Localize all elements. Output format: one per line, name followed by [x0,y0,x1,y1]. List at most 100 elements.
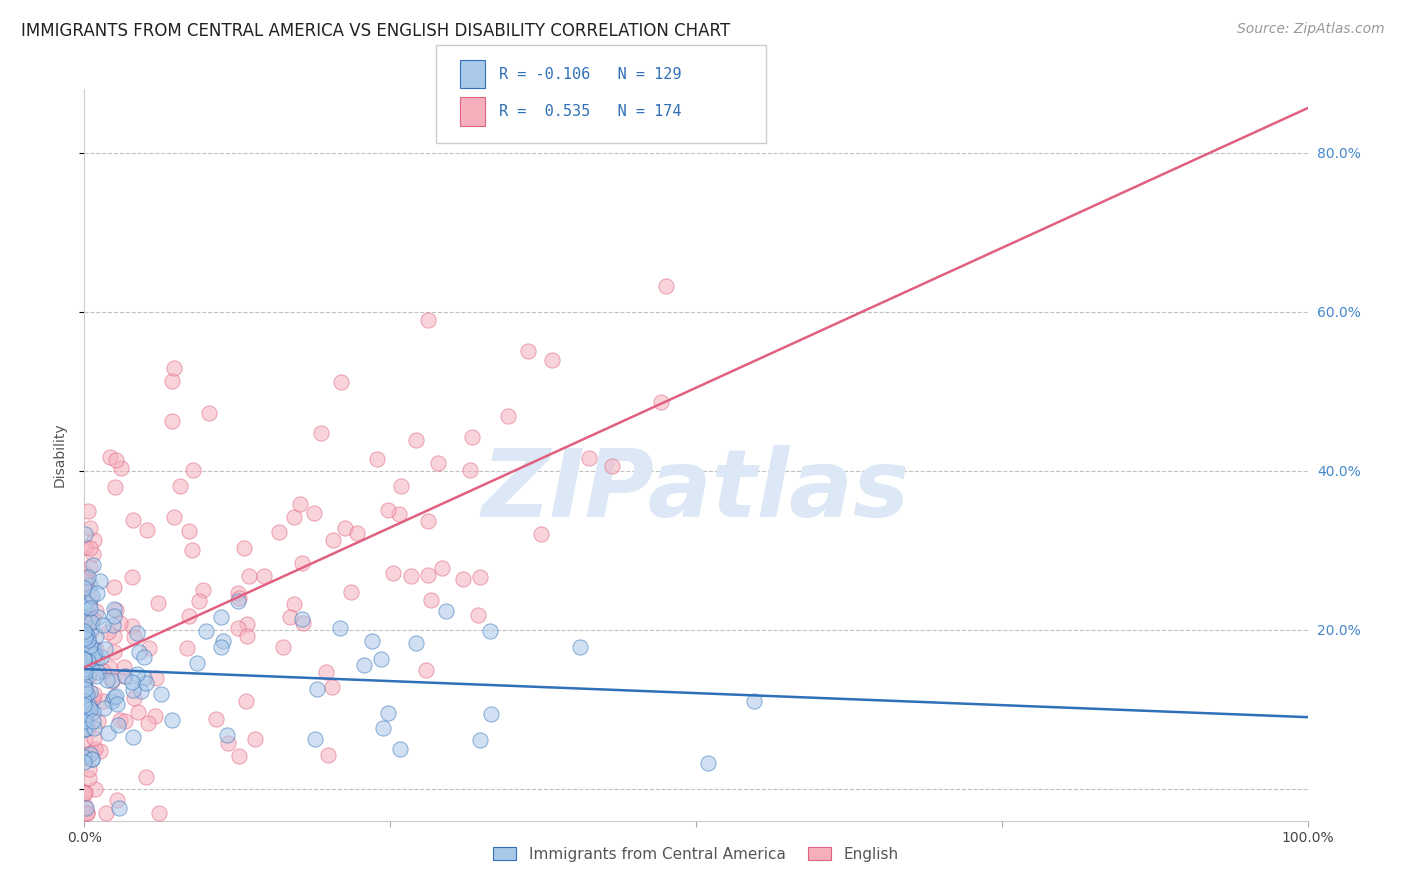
Point [470,569,492,583]
Point [75,801,97,815]
Point [73,698,96,713]
Point [90,650,112,665]
Point [226,594,249,608]
Point [103,617,125,632]
Point [73,647,96,661]
Point [163,361,186,376]
Point [187,594,209,608]
Point [83,648,105,663]
Point [124,691,146,706]
Point [80,652,103,666]
Point [467,608,489,623]
Point [91,665,114,679]
Point [125,626,148,640]
Point [209,610,232,624]
Point [77,669,100,683]
Point [79,771,101,785]
Point [163,510,186,524]
Point [478,624,501,639]
Point [73,712,96,726]
Point [321,680,343,694]
Point [77,503,100,517]
Point [283,510,305,524]
Point [82,558,104,573]
Point [79,639,101,653]
Point [73,526,96,541]
Point [73,700,96,714]
Point [128,645,150,659]
Point [79,559,101,574]
Point [79,615,101,629]
Point [104,480,127,494]
Point [73,642,96,657]
Point [460,463,482,477]
Point [215,728,238,742]
Point [103,609,125,624]
Point [329,621,352,635]
Point [103,629,125,643]
Point [100,673,122,687]
Point [335,521,357,535]
Point [236,617,259,632]
Point [73,599,96,614]
Point [353,658,375,673]
Point [98,450,121,465]
Point [76,574,98,588]
Point [73,667,96,681]
Point [516,344,538,359]
Point [79,541,101,555]
Point [405,636,427,650]
Point [309,426,332,441]
Point [121,731,143,745]
Point [77,633,100,648]
Point [75,716,97,731]
Point [80,624,103,639]
Point [132,649,155,664]
Point [82,612,104,626]
Point [169,479,191,493]
Point [541,353,564,368]
Point [83,533,105,547]
Point [77,630,100,644]
Point [73,750,96,764]
Point [73,673,96,688]
Point [76,805,98,820]
Point [73,805,96,820]
Point [73,681,96,696]
Point [76,665,98,680]
Point [73,667,96,681]
Point [304,732,326,747]
Legend: Immigrants from Central America, English: Immigrants from Central America, English [488,840,904,868]
Point [160,414,183,428]
Text: R = -0.106   N = 129: R = -0.106 N = 129 [499,67,682,81]
Point [73,595,96,609]
Point [75,639,97,653]
Point [346,525,368,540]
Point [108,615,131,630]
Point [105,698,128,712]
Point [73,595,96,609]
Point [73,677,96,691]
Point [73,722,96,736]
Point [416,514,439,528]
Point [80,752,103,766]
Point [77,570,100,584]
Point [79,521,101,535]
Point [73,631,96,645]
Point [253,569,276,583]
Point [697,756,720,771]
Point [650,395,672,409]
Point [76,704,98,718]
Point [405,433,427,447]
Point [288,497,311,511]
Point [568,640,591,654]
Point [382,566,405,580]
Point [87,665,110,679]
Point [82,714,104,728]
Point [73,722,96,736]
Point [217,736,239,750]
Point [73,566,96,581]
Point [121,619,143,633]
Point [79,747,101,762]
Point [416,312,439,326]
